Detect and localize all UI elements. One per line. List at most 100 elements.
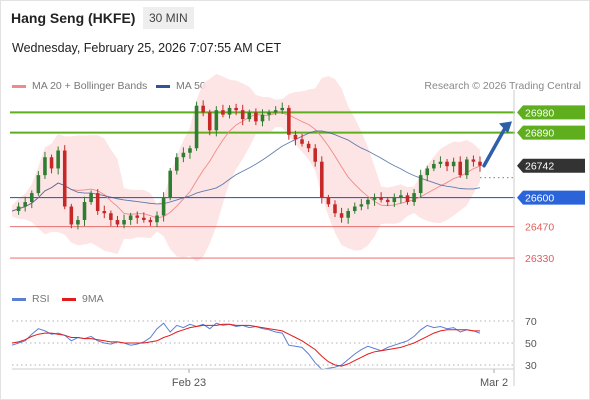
candle-body	[168, 170, 172, 198]
last-price-tag-text: 26742	[525, 161, 554, 173]
candle-body	[445, 161, 449, 167]
candle-body	[385, 199, 390, 203]
candle-body	[287, 107, 291, 135]
level-tag-26600-box	[517, 190, 585, 205]
candle-body	[306, 143, 311, 149]
candle-body	[320, 161, 324, 198]
candle-body	[43, 157, 47, 176]
ma9-line	[11, 323, 480, 367]
level-tag-26330-text: 26330	[525, 253, 554, 265]
candle-body	[194, 105, 199, 149]
legend-ma9-swatch	[62, 297, 76, 301]
candle-body	[148, 219, 153, 223]
candle-body	[293, 134, 298, 140]
candle-body	[29, 193, 34, 203]
legend-ma9: 9MA	[62, 293, 104, 305]
candle-body	[418, 175, 423, 194]
candle-body	[188, 148, 192, 153]
candle-body	[405, 195, 410, 203]
candle-body	[181, 152, 186, 158]
rsi-tick-70: 70	[525, 316, 537, 328]
candle-body	[280, 107, 285, 111]
legend-bollinger-swatch	[12, 84, 26, 88]
rsi-tick-50: 50	[525, 338, 537, 350]
candle-body	[234, 107, 238, 111]
instrument-title: Hang Seng (HKFE)	[11, 10, 136, 26]
candle-body	[359, 204, 364, 207]
x-tick-label: Feb 23	[172, 377, 206, 389]
forecast-arrow-head	[499, 121, 512, 134]
candle-body	[300, 139, 304, 144]
candle-body	[247, 112, 252, 120]
candle-body	[478, 161, 482, 166]
level-tag-26470-text: 26470	[525, 222, 554, 234]
candle-body	[379, 197, 383, 200]
candle-body	[102, 211, 107, 214]
candle-body	[465, 159, 469, 176]
candle-body	[438, 161, 443, 164]
candle-body	[254, 112, 258, 122]
candle-body	[425, 168, 430, 176]
candle-body	[49, 157, 54, 169]
candle-body	[95, 193, 100, 212]
candle-body	[458, 161, 463, 176]
last-price-tag-box	[517, 158, 585, 173]
candle-body	[62, 150, 67, 207]
legend-ma50: MA 50	[156, 80, 206, 92]
level-tag-26600-text: 26600	[525, 193, 554, 205]
candle-body	[392, 197, 397, 203]
candle-body	[161, 197, 166, 216]
candle-body	[175, 157, 179, 171]
ma50-line	[11, 130, 481, 212]
candle-body	[352, 206, 357, 212]
candle-body	[16, 206, 21, 212]
candle-body	[451, 161, 456, 167]
timeframe-badge[interactable]: 30 MIN	[143, 7, 194, 29]
legend-rsi: RSI	[12, 293, 50, 305]
rsi-line	[11, 322, 481, 370]
rsi-tick-30: 30	[525, 360, 537, 372]
candle-body	[366, 199, 370, 205]
ma20-line	[11, 112, 481, 219]
candle-body	[273, 110, 278, 113]
level-tag-26890-text: 26890	[525, 128, 554, 140]
candle-body	[240, 110, 245, 120]
candle-body	[326, 197, 331, 205]
legend-bollinger: MA 20 + Bollinger Bands	[12, 80, 147, 92]
candle-body	[122, 219, 126, 225]
candle-body	[36, 175, 41, 194]
candle-body	[339, 213, 344, 218]
candle-body	[142, 217, 146, 220]
candle-body	[260, 114, 265, 122]
candle-body	[267, 112, 271, 115]
candle-body	[82, 202, 87, 220]
candle-body	[372, 197, 377, 200]
legend-ma50-swatch	[156, 84, 170, 88]
candle-body	[89, 193, 93, 203]
research-credit: Research © 2026 Trading Central	[424, 80, 581, 92]
candle-body	[128, 215, 133, 220]
legend-rsi-label: RSI	[32, 293, 50, 305]
candle-body	[201, 105, 205, 113]
candle-body	[313, 148, 317, 162]
legend-ma50-label: MA 50	[176, 80, 206, 92]
candle-body	[221, 110, 225, 115]
level-tag-26980-box	[517, 105, 585, 120]
candle-body	[432, 163, 436, 169]
legend-rsi-swatch	[12, 297, 26, 301]
legend-bollinger-label: MA 20 + Bollinger Bands	[32, 80, 148, 92]
candle-body	[412, 193, 416, 203]
forecast-arrow-shaft	[482, 124, 508, 168]
candle-body	[471, 159, 476, 162]
candle-body	[155, 215, 159, 223]
candle-body	[115, 219, 120, 225]
level-tag-26890-box	[517, 125, 585, 140]
candle-body	[56, 150, 60, 169]
candle-body	[69, 206, 74, 225]
candle-body	[23, 202, 27, 207]
candle-body	[346, 211, 350, 218]
level-tag-26980-text: 26980	[525, 107, 554, 119]
datetime-label: Wednesday, February 25, 2026 7:07:55 AM …	[12, 41, 282, 55]
